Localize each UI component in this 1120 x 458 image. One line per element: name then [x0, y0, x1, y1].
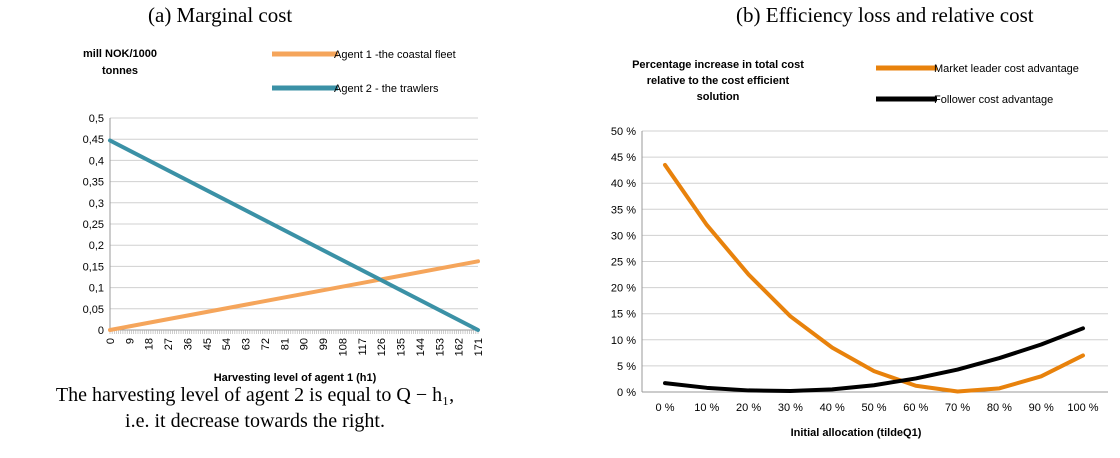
chart-a-x-tick-label: 171 [473, 338, 485, 356]
chart-a-x-tick-label: 18 [144, 338, 156, 350]
chart-b-y-tick-label: 5 % [617, 361, 636, 373]
chart-a-note-line-2: i.e. it decrease towards the right. [125, 410, 385, 432]
chart-a-series-line-2 [108, 138, 480, 332]
chart-a-ylabel-line-1: mill NOK/1000 [83, 48, 157, 60]
chart-a-x-tick-label: 162 [454, 338, 466, 356]
chart-a-x-tick-label: 126 [376, 338, 388, 356]
chart-b-x-tick-label: 60 % [903, 402, 928, 414]
chart-b-x-tick-label: 80 % [987, 402, 1012, 414]
chart-b-y-tick-label: 10 % [611, 335, 636, 347]
chart-b-y-tick-label: 25 % [611, 257, 636, 269]
chart-b-legend-label-1: Market leader cost advantage [934, 63, 1079, 75]
chart-b-y-tick-label: 40 % [611, 178, 636, 190]
chart-a-y-tick-label: 0,15 [83, 261, 104, 273]
chart-a-note-line-1: The harvesting level of agent 2 is equal… [55, 384, 455, 406]
chart-a-x-tick-label: 72 [260, 338, 272, 350]
chart-b-x-tick-label: 40 % [820, 402, 845, 414]
chart-a-x-tick-label: 108 [337, 338, 349, 356]
chart-b-caption: (b) Efficiency loss and relative cost [736, 3, 1034, 27]
panel-marginal-cost: (a) Marginal cost 0 0,05 0,1 0,15 0,2 0,25 0,3… [0, 3, 510, 434]
chart-a-legend-label-2: Agent 2 - the trawlers [334, 83, 439, 95]
panel-efficiency-loss: (b) Efficiency loss and relative cost 0 … [560, 0, 1120, 458]
chart-a-y-tick-label: 0,5 [89, 113, 104, 125]
chart-a-x-tick-label: 117 [357, 338, 369, 356]
chart-b-x-tick-label: 50 % [861, 402, 886, 414]
chart-b-series-line-2 [663, 326, 1085, 393]
chart-b-y-tick-label: 20 % [611, 283, 636, 295]
chart-a-svg: 0 0,05 0,1 0,15 0,2 0,25 0,3 0,35 0,4 0,45 0,5 0 9 18… [83, 48, 485, 384]
chart-a-x-tick-label: 153 [434, 338, 446, 356]
chart-b-y-tick-label: 50 % [611, 126, 636, 138]
chart-b-x-tick-label: 20 % [736, 402, 761, 414]
chart-a-series-line-1 [108, 259, 480, 332]
chart-a-x-tick-label: 54 [221, 338, 233, 350]
chart-a-y-tick-label: 0,3 [89, 198, 104, 210]
chart-a-y-tick-label: 0,4 [89, 155, 104, 167]
chart-b-series-line-1 [663, 162, 1085, 394]
chart-b-y-tick-label: 35 % [611, 204, 636, 216]
chart-a-x-tick-label: 144 [415, 338, 427, 356]
chart-b-x-tick-label: 100 % [1067, 402, 1098, 414]
chart-b-x-tick-label: 70 % [945, 402, 970, 414]
chart-a-y-tick-label: 0,35 [83, 177, 104, 189]
chart-a-caption: (a) Marginal cost [148, 3, 293, 27]
chart-a-y-tick-label: 0,2 [89, 240, 104, 252]
chart-a-x-tick-label: 63 [241, 338, 253, 350]
chart-a-x-tick-label: 81 [279, 338, 291, 350]
chart-b-x-tick-label: 0 % [656, 402, 675, 414]
chart-b-y-tick-label: 15 % [611, 309, 636, 321]
chart-a-x-tick-label: 90 [299, 338, 311, 350]
chart-b-svg: 0 % 5 % 10 % 15 % 20 % 25 % 30 % 35 % 40 % 45 % 50… [611, 59, 1108, 439]
chart-a-x-tick-label: 99 [318, 338, 330, 350]
chart-a-legend-label-1: Agent 1 -the coastal fleet [334, 49, 456, 61]
chart-a-x-tick-label: 36 [182, 338, 194, 350]
chart-b-ylabel-line-1: Percentage increase in total cost [632, 59, 804, 71]
chart-b-x-tick-label: 90 % [1029, 402, 1054, 414]
chart-a-x-tick-label: 135 [396, 338, 408, 356]
chart-a-xlabel: Harvesting level of agent 1 (h1) [214, 372, 377, 384]
chart-b-y-tick-label: 45 % [611, 152, 636, 164]
chart-a-x-tick-label: 0 [105, 338, 117, 344]
chart-b-x-tick-label: 10 % [694, 402, 719, 414]
chart-a-y-tick-label: 0 [98, 325, 104, 337]
chart-b-legend-label-2: Follower cost advantage [934, 94, 1053, 106]
chart-a-y-tick-label: 0,1 [89, 283, 104, 295]
chart-a-x-tick-label: 9 [124, 338, 136, 344]
chart-b-ylabel-line-3: solution [697, 91, 740, 103]
chart-a-y-tick-label: 0,05 [83, 304, 104, 316]
chart-b-y-tick-label: 30 % [611, 230, 636, 242]
chart-a-y-tick-label: 0,45 [83, 134, 104, 146]
chart-a-note: The harvesting level of agent 2 is equal… [0, 382, 510, 434]
chart-b-xlabel: Initial allocation (tildeQ1) [791, 427, 922, 439]
chart-a-x-tick-label: 27 [163, 338, 175, 350]
chart-a-x-tick-label: 45 [202, 338, 214, 350]
chart-b-y-tick-label: 0 % [617, 387, 636, 399]
chart-a-y-tick-label: 0,25 [83, 219, 104, 231]
chart-b-ylabel-line-2: relative to the cost efficient [647, 75, 790, 87]
chart-b-x-tick-label: 30 % [778, 402, 803, 414]
chart-a-ylabel-line-2: tonnes [102, 65, 138, 77]
